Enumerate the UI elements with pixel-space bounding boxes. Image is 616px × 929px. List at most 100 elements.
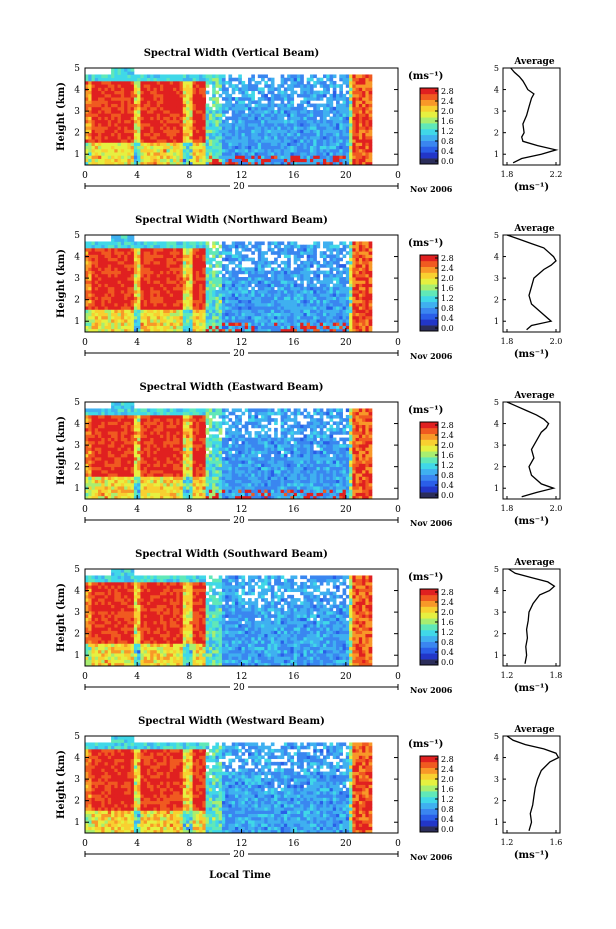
heatmap-cell <box>202 135 207 140</box>
heatmap-cell <box>296 254 301 259</box>
heatmap-cell <box>94 119 99 124</box>
heatmap-cell <box>300 87 304 92</box>
heatmap-cell <box>261 270 265 275</box>
heatmap-cell <box>332 306 337 310</box>
heatmap-cell <box>231 257 236 262</box>
heatmap-cell <box>277 319 282 323</box>
avg-x-tick-label: 1.8 <box>501 170 514 179</box>
heatmap-cell <box>146 247 151 252</box>
heatmap-cell <box>313 244 317 249</box>
heatmap-cell <box>202 148 207 153</box>
heatmap-cell <box>137 148 141 153</box>
heatmap-cell <box>91 264 96 268</box>
heatmap-cell <box>280 319 285 323</box>
heatmap-cell <box>329 312 334 317</box>
heatmap-cell <box>146 322 151 326</box>
heatmap-cell <box>111 257 115 262</box>
heatmap-cell <box>146 267 151 271</box>
heatmap-cell <box>218 152 223 156</box>
heatmap-cell <box>137 277 141 281</box>
heatmap-cell <box>124 106 128 111</box>
heatmap-cell <box>251 155 255 159</box>
heatmap-cell <box>355 267 360 271</box>
heatmap-cell <box>127 90 132 95</box>
heatmap-cell <box>153 296 158 301</box>
heatmap-cell <box>313 241 317 246</box>
heatmap-cell <box>352 106 357 111</box>
heatmap-cell <box>159 270 164 275</box>
heatmap-cell <box>234 257 239 262</box>
heatmap-cell <box>313 97 317 101</box>
heatmap-cell <box>349 296 353 301</box>
heatmap-cell <box>166 122 171 127</box>
heatmap-cell <box>221 145 226 150</box>
heatmap-cell <box>98 126 102 130</box>
heatmap-cell <box>189 267 193 271</box>
heatmap-cell <box>358 129 363 134</box>
heatmap-cell <box>365 116 370 121</box>
heatmap-cell <box>88 267 92 271</box>
heatmap-cell <box>91 116 96 121</box>
heatmap-cell <box>176 241 180 246</box>
heatmap-cell <box>225 309 229 313</box>
heatmap-cell <box>257 161 262 166</box>
heatmap-cell <box>287 110 291 114</box>
heatmap-cell <box>241 328 246 333</box>
heatmap-cell <box>316 299 321 304</box>
heatmap-cell <box>362 251 366 255</box>
heatmap-cell <box>179 110 184 114</box>
heatmap-cell <box>313 84 317 88</box>
heatmap-cell <box>290 286 295 291</box>
heatmap-cell <box>244 161 249 166</box>
heatmap-cell <box>241 322 246 326</box>
heatmap-cell <box>218 161 223 166</box>
heatmap-cell <box>195 286 200 291</box>
heatmap-cell <box>221 280 226 284</box>
heatmap-cell <box>287 286 291 291</box>
heatmap-cell <box>91 325 96 330</box>
heatmap-cell <box>251 139 255 143</box>
heatmap-cell <box>309 312 314 317</box>
heatmap-cell <box>309 110 314 114</box>
heatmap-cell <box>358 155 363 159</box>
heatmap-cell <box>332 80 337 85</box>
heatmap-cell <box>166 312 171 317</box>
heatmap-cell <box>101 87 105 92</box>
heatmap-cell <box>362 264 366 268</box>
heatmap-cell <box>173 264 177 268</box>
heatmap-cell <box>349 306 353 310</box>
heatmap-cell <box>143 241 148 246</box>
heatmap-cell <box>195 254 200 259</box>
heatmap-cell <box>182 97 187 101</box>
heatmap-cell <box>176 273 180 278</box>
heatmap-cell <box>287 299 291 304</box>
heatmap-cell <box>365 126 370 130</box>
heatmap-cell <box>267 280 272 284</box>
heatmap-cell <box>137 84 141 88</box>
heatmap-cell <box>176 97 180 101</box>
heatmap-cell <box>117 129 122 134</box>
heatmap-cell <box>342 247 347 252</box>
heatmap-cell <box>153 315 158 320</box>
colorbar-swatch <box>420 158 438 165</box>
heatmap-cell <box>85 241 89 246</box>
heatmap-cell <box>365 322 370 326</box>
heatmap-cell <box>300 103 304 108</box>
heatmap-cell <box>362 148 366 153</box>
heatmap-cell <box>186 90 190 95</box>
heatmap-cell <box>342 77 347 82</box>
panel-title: Spectral Width (Northward Beam) <box>135 215 328 226</box>
heatmap-cell <box>225 116 229 121</box>
heatmap-cell <box>94 84 99 88</box>
heatmap-cell <box>133 142 138 146</box>
heatmap-cell <box>159 257 164 262</box>
heatmap-cell <box>137 103 141 108</box>
heatmap-cell <box>163 325 167 330</box>
heatmap-cell <box>156 161 161 166</box>
heatmap-cell <box>111 119 115 124</box>
heatmap-cell <box>264 312 268 317</box>
heatmap-cell <box>153 106 158 111</box>
heatmap-cell <box>153 129 158 134</box>
heatmap-cell <box>114 155 118 159</box>
heatmap-cell <box>85 408 89 413</box>
